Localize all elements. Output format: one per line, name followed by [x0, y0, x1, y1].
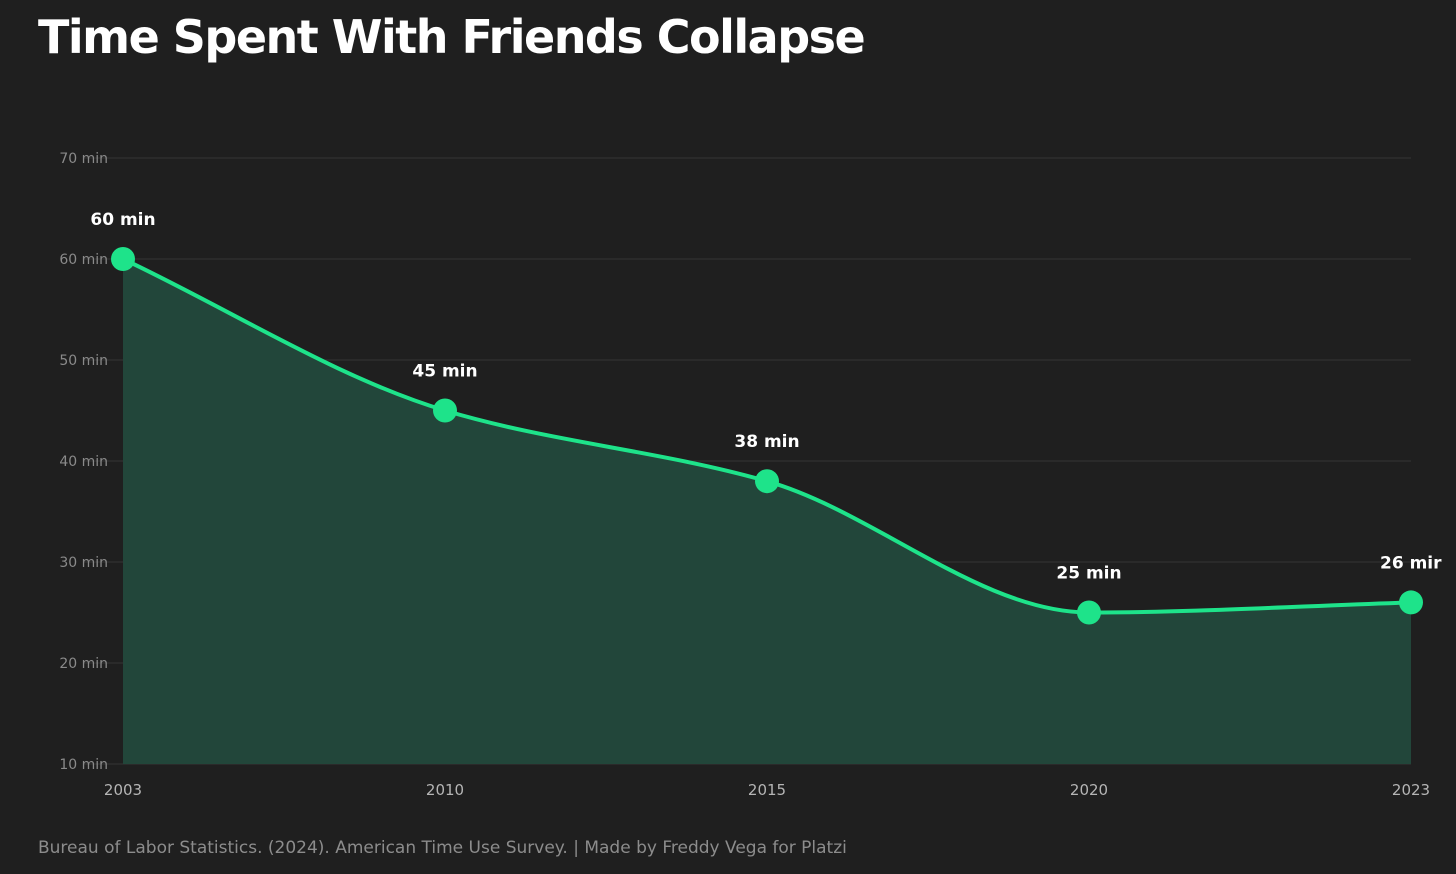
source-note: Bureau of Labor Statistics. (2024). Amer…: [38, 838, 847, 858]
data-label: 26 mir: [1380, 553, 1442, 573]
data-label: 25 min: [1056, 564, 1121, 584]
y-axis-ticks: 10 min 20 min 30 min 40 min 50 min 60 min 70 m…: [59, 151, 108, 773]
x-axis-ticks: 2003 2010 2015 2020 2023: [104, 781, 1430, 799]
data-point: [1077, 600, 1101, 625]
y-tick-label: 30 min: [59, 555, 108, 571]
x-tick-label: 2023: [1392, 781, 1430, 799]
x-tick-label: 2010: [426, 781, 464, 799]
data-point: [755, 469, 779, 494]
x-tick-label: 2003: [104, 781, 142, 799]
data-point: [111, 247, 135, 271]
y-tick-label: 50 min: [59, 353, 108, 369]
data-label: 60 min: [90, 210, 155, 230]
y-tick-label: 10 min: [59, 757, 108, 773]
data-points: [111, 247, 1423, 625]
y-tick-label: 40 min: [59, 454, 108, 470]
data-label: 45 min: [412, 362, 477, 382]
y-tick-label: 20 min: [59, 656, 108, 672]
x-tick-label: 2015: [748, 781, 786, 799]
data-labels: 60 min 45 min 38 min 25 min 26 mir: [90, 210, 1442, 584]
y-tick-label: 70 min: [59, 151, 108, 167]
data-point: [433, 398, 457, 423]
y-tick-label: 60 min: [59, 252, 108, 268]
area-fill-layer: [123, 259, 1411, 764]
area-fill: [123, 259, 1411, 764]
x-tick-label: 2020: [1070, 781, 1108, 799]
data-label: 38 min: [734, 432, 799, 452]
data-point: [1399, 590, 1423, 615]
chart-title: Time Spent With Friends Collapse: [38, 10, 866, 64]
